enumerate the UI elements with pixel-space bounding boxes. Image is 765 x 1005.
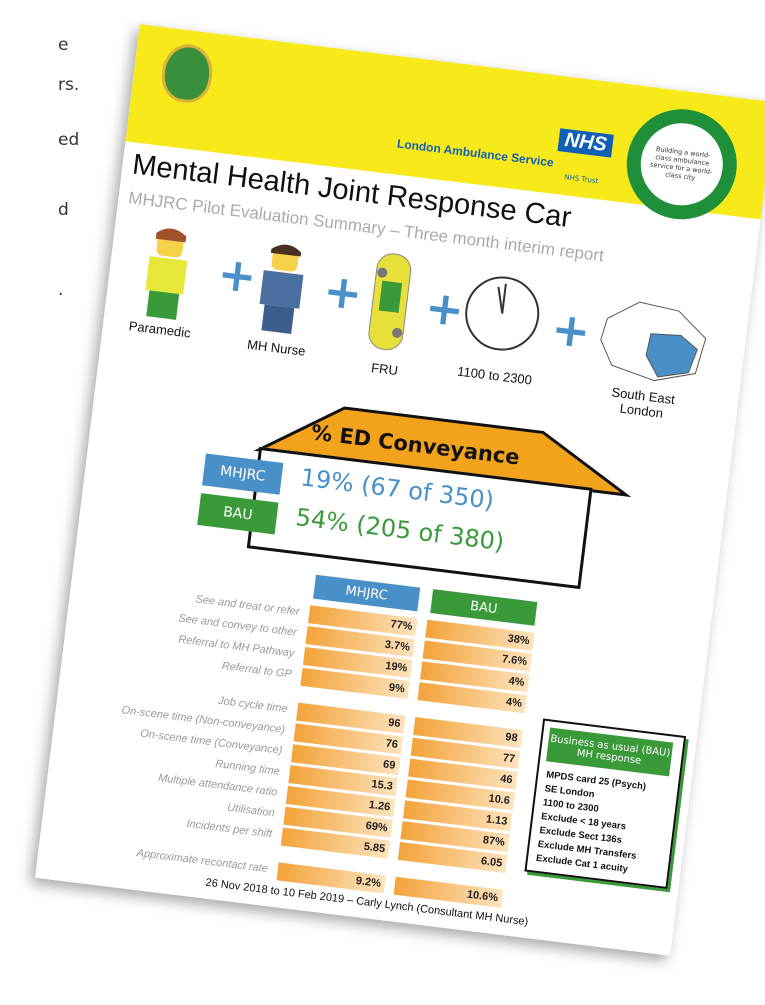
text-fragment: ed xyxy=(58,130,80,150)
plus: + xyxy=(549,301,594,359)
bau-title: Business as usual (BAU) MH response xyxy=(545,727,674,777)
car-icon xyxy=(368,253,412,351)
text-fragment: rs. xyxy=(58,75,80,95)
text-fragment: d xyxy=(58,200,69,220)
column-header: MHJRC xyxy=(313,574,421,612)
badge-text: Building a world-class ambulance service… xyxy=(636,118,728,210)
paramedic-icon xyxy=(145,228,188,320)
icons: + + + + xyxy=(145,228,707,382)
plus: + xyxy=(422,279,467,337)
document-page: NHS London Ambulance Service NHS Trust B… xyxy=(34,24,765,956)
plus: + xyxy=(215,246,260,304)
column-header: BAU xyxy=(430,589,538,626)
text-fragment: e xyxy=(58,35,69,55)
plus: + xyxy=(321,263,366,321)
clock-icon xyxy=(465,276,540,351)
bau-box: Business as usual (BAU) MH response MPDS… xyxy=(524,718,687,889)
row-label: Approximate recontact rate xyxy=(135,847,269,876)
text-fragment: . xyxy=(58,280,64,300)
nurse-icon xyxy=(259,244,304,334)
map-icon xyxy=(600,301,707,382)
